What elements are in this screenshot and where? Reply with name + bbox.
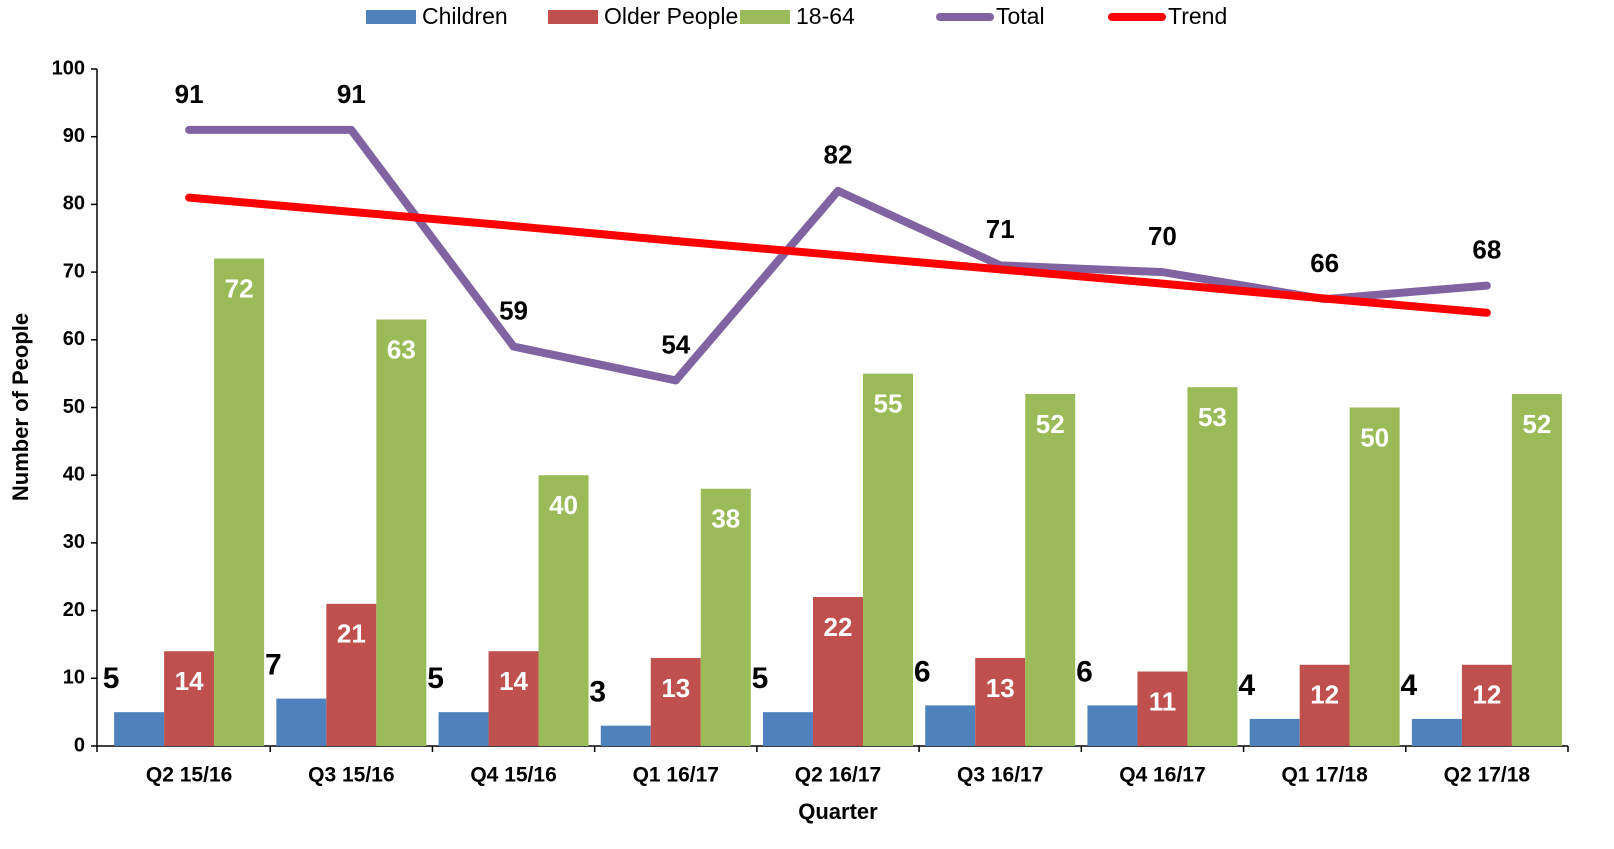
data-label: 11 (1149, 686, 1177, 716)
data-label: 63 (387, 334, 416, 364)
y-tick-label: 70 (63, 260, 85, 282)
legend-swatch (366, 10, 416, 24)
y-tick-label: 80 (63, 193, 85, 215)
data-label: 3 (589, 676, 606, 709)
y-tick-label: 30 (63, 531, 85, 553)
bar (863, 373, 913, 746)
legend-label: Older People (604, 3, 738, 29)
data-label: 12 (1472, 680, 1501, 710)
data-label: 6 (1076, 655, 1093, 688)
y-tick-label: 100 (52, 57, 85, 79)
data-label: 71 (986, 214, 1015, 244)
data-label: 14 (175, 666, 204, 696)
data-label: 7 (265, 649, 282, 682)
y-axis-title: Number of People (8, 313, 33, 501)
x-axis-title: Quarter (798, 799, 878, 824)
line (185, 193, 1491, 317)
bar (1511, 393, 1562, 746)
data-label: 6 (914, 655, 931, 688)
x-tick-label: Q3 15/16 (308, 764, 394, 787)
data-label: 21 (337, 619, 366, 649)
bar (164, 651, 215, 746)
x-tick-label: Q4 15/16 (470, 764, 556, 787)
x-tick-label: Q2 15/16 (146, 764, 232, 787)
y-tick-label: 60 (63, 328, 85, 350)
data-label: 54 (661, 329, 690, 359)
bar (1349, 407, 1400, 746)
legend-label: Children (422, 3, 508, 29)
y-tick-label: 20 (63, 599, 85, 621)
bar (1025, 393, 1076, 746)
bar (1299, 664, 1350, 746)
bar (700, 488, 751, 746)
x-tick-label: Q1 17/18 (1281, 764, 1368, 787)
data-label: 52 (1522, 409, 1551, 439)
x-tick-label: Q1 16/17 (633, 764, 719, 787)
y-tick-label: 50 (63, 396, 85, 418)
legend-label: 18-64 (796, 3, 855, 29)
bar (1411, 718, 1462, 746)
data-label: 68 (1472, 235, 1501, 265)
data-label: 50 (1360, 422, 1389, 452)
x-tick-label: Q4 16/17 (1119, 764, 1205, 787)
data-label: 14 (499, 666, 528, 696)
data-label: 91 (175, 79, 204, 109)
data-label: 70 (1148, 221, 1177, 251)
bar (276, 698, 327, 746)
data-label: 52 (1036, 409, 1065, 439)
bar (114, 712, 165, 746)
data-label: 5 (103, 662, 120, 695)
legend-label: Trend (1168, 3, 1227, 29)
data-label: 40 (549, 490, 578, 520)
data-label: 22 (824, 612, 853, 642)
legend-swatch (740, 10, 790, 24)
bar (326, 603, 377, 746)
data-label: 66 (1310, 248, 1339, 278)
data-label: 5 (752, 662, 769, 695)
y-tick-label: 0 (74, 734, 85, 756)
data-label: 5 (427, 662, 444, 695)
legend-swatch (548, 10, 598, 24)
bar (1137, 671, 1188, 746)
bar (600, 725, 651, 746)
x-tick-label: Q2 16/17 (795, 764, 881, 787)
data-label: 53 (1198, 402, 1227, 432)
bar (214, 258, 265, 746)
x-tick-label: Q3 16/17 (957, 764, 1043, 787)
data-label: 55 (874, 389, 903, 419)
data-label: 59 (499, 295, 528, 325)
data-label: 13 (661, 673, 690, 703)
data-label: 91 (337, 79, 366, 109)
bar (376, 319, 427, 746)
bar (763, 712, 813, 746)
y-tick-label: 10 (63, 667, 85, 689)
y-tick-label: 40 (63, 463, 85, 485)
bar (488, 651, 539, 746)
data-label: 82 (824, 140, 853, 170)
bar (813, 597, 863, 746)
data-label: 4 (1401, 669, 1418, 702)
x-tick-label: Q2 17/18 (1444, 764, 1531, 787)
bar (1087, 705, 1138, 746)
bar (925, 705, 976, 746)
y-tick-label: 90 (63, 125, 85, 147)
bar (1461, 664, 1512, 746)
data-label: 38 (711, 504, 740, 534)
bar (1249, 718, 1300, 746)
data-label: 13 (986, 673, 1015, 703)
data-label: 72 (225, 273, 254, 303)
bar (1187, 387, 1238, 746)
data-label: 12 (1310, 680, 1339, 710)
bar (650, 657, 701, 746)
data-label: 4 (1238, 669, 1255, 702)
bar (538, 475, 589, 746)
legend-label: Total (996, 3, 1045, 29)
bar (975, 657, 1026, 746)
bar (438, 712, 489, 746)
